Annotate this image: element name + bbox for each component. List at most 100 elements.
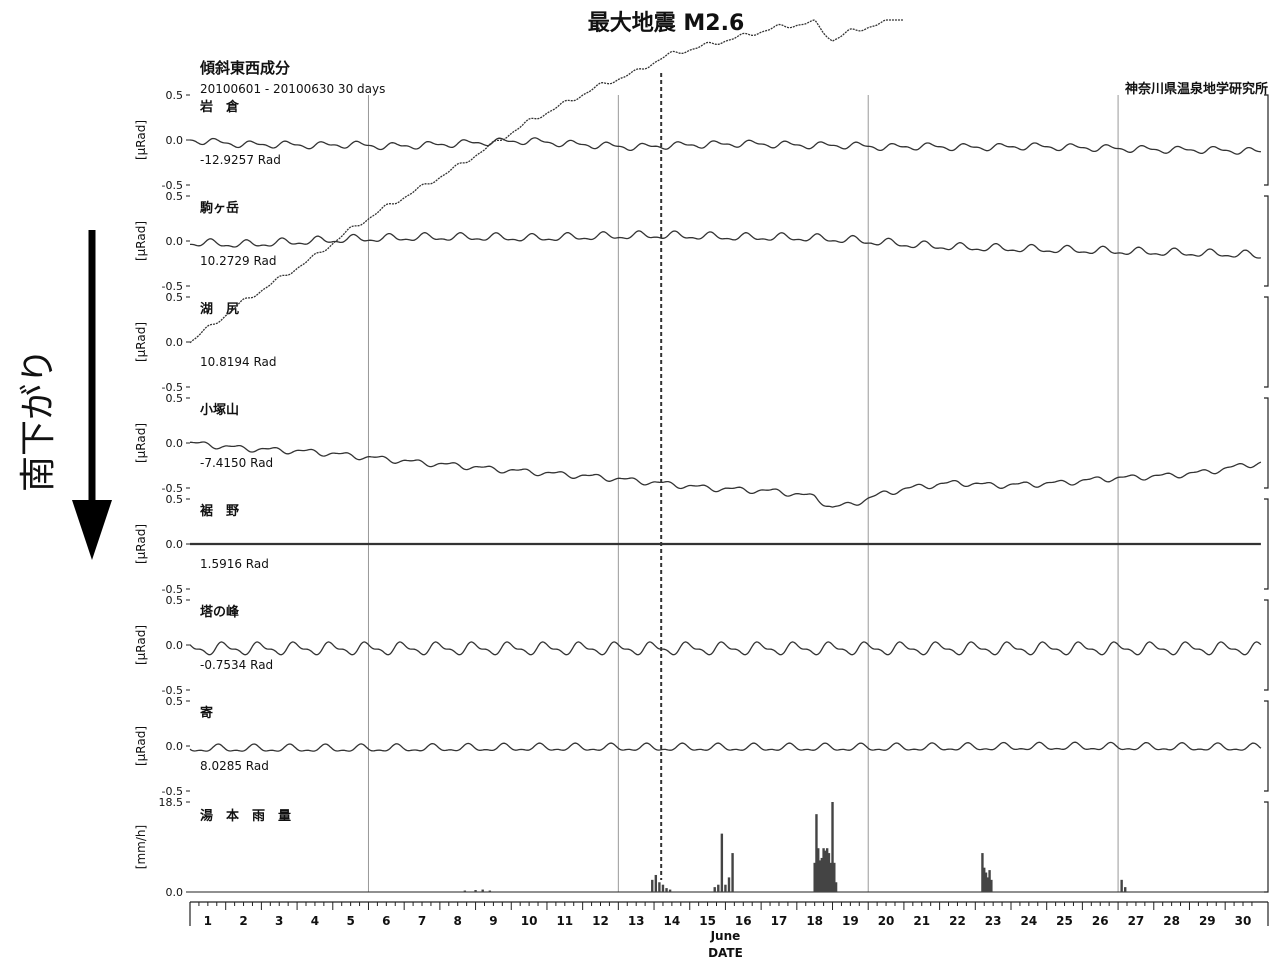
x-tick-label: 2 bbox=[239, 914, 247, 928]
rain-bar bbox=[833, 862, 836, 892]
rain-bar bbox=[724, 884, 727, 892]
x-tick-label: 23 bbox=[985, 914, 1002, 928]
tilt-panel-6: 0.5 0.0 -0.5 [μRad] 寄 8.0285 Rad bbox=[134, 695, 1269, 798]
series-line bbox=[189, 741, 1262, 752]
y-tick-label: 0.0 bbox=[166, 886, 184, 899]
x-tick-label: 5 bbox=[346, 914, 354, 928]
rain-bar bbox=[824, 850, 827, 892]
x-tick-label: 24 bbox=[1020, 914, 1037, 928]
offset-value: 8.0285 Rad bbox=[200, 759, 269, 773]
series-line bbox=[190, 441, 1262, 508]
rain-bar bbox=[474, 890, 477, 892]
rain-bar bbox=[834, 882, 838, 892]
side-label: 南下がり bbox=[18, 348, 59, 492]
offset-value: -7.4150 Rad bbox=[200, 456, 273, 470]
rain-bar bbox=[1124, 887, 1127, 892]
x-tick-label: 29 bbox=[1199, 914, 1216, 928]
panel-right-bracket bbox=[1264, 397, 1269, 489]
y-tick-label: 0.0 bbox=[166, 235, 184, 248]
y-axis-label: [mm/h] bbox=[134, 825, 148, 869]
y-axis-label: [μRad] bbox=[134, 726, 148, 766]
rain-bar bbox=[990, 879, 993, 892]
rain-bar bbox=[651, 879, 654, 892]
x-axis-label: DATE bbox=[708, 946, 743, 960]
panel-right-bracket bbox=[1264, 700, 1269, 792]
panel-right-bracket bbox=[1264, 94, 1269, 186]
component-label: 傾斜東西成分 bbox=[199, 59, 290, 77]
x-tick-label: 20 bbox=[878, 914, 895, 928]
station-name: 寄 bbox=[200, 705, 213, 721]
x-tick-label: 8 bbox=[454, 914, 462, 928]
chart-title: 最大地震 M2.6 bbox=[588, 11, 745, 36]
rain-bar bbox=[720, 833, 724, 892]
x-tick-label: 30 bbox=[1235, 914, 1252, 928]
offset-value: 1.5916 Rad bbox=[200, 557, 269, 571]
x-tick-label: 15 bbox=[699, 914, 716, 928]
rain-bar bbox=[984, 872, 988, 892]
y-tick-label: -0.5 bbox=[162, 684, 183, 697]
tilt-panel-0: 0.5 0.0 -0.5 [μRad] 岩 倉 -12.9257 Rad bbox=[134, 89, 1269, 192]
x-tick-label: 18 bbox=[806, 914, 823, 928]
rain-bar bbox=[727, 877, 731, 892]
x-tick-label: 17 bbox=[771, 914, 788, 928]
y-tick-label: -0.5 bbox=[162, 482, 183, 495]
rain-bar bbox=[986, 877, 989, 892]
series-line bbox=[189, 19, 904, 344]
panel-right-bracket bbox=[1264, 195, 1269, 287]
station-name: 湖 尻 bbox=[200, 302, 239, 317]
rain-bar bbox=[463, 890, 467, 892]
plot-layer: 0.5 0.0 -0.5 [μRad] 岩 倉 -12.9257 Rad 0.5 0.0 -0.… bbox=[134, 19, 1269, 960]
x-tick-label: 6 bbox=[382, 914, 390, 928]
y-axis-label: [μRad] bbox=[134, 423, 148, 463]
offset-value: -12.9257 Rad bbox=[200, 153, 281, 167]
panel-right-bracket bbox=[1264, 801, 1269, 893]
series-line bbox=[189, 137, 1261, 155]
rain-bar bbox=[1120, 879, 1123, 892]
y-tick-label: 0.5 bbox=[166, 695, 184, 708]
rainfall-station-name: 湯 本 雨 量 bbox=[200, 808, 291, 824]
rain-bar bbox=[820, 857, 824, 892]
rain-bar bbox=[827, 853, 831, 892]
tilt-panel-1: 0.5 0.0 -0.5 [μRad] 駒ヶ岳 10.2729 Rad bbox=[134, 190, 1269, 293]
y-tick-label: 0.0 bbox=[166, 336, 184, 349]
rain-bar bbox=[713, 887, 716, 892]
x-tick-label: 1 bbox=[204, 914, 212, 928]
y-tick-label: 0.0 bbox=[166, 134, 184, 147]
station-name: 塔の峰 bbox=[200, 604, 240, 620]
y-tick-label: -0.5 bbox=[162, 583, 183, 596]
arrow-head bbox=[72, 500, 112, 560]
rain-bar bbox=[815, 814, 818, 892]
x-tick-label: 14 bbox=[664, 914, 681, 928]
station-name: 小塚山 bbox=[200, 402, 239, 418]
panel-right-bracket bbox=[1264, 498, 1269, 590]
rain-bar bbox=[668, 889, 672, 892]
rain-bar bbox=[817, 848, 820, 892]
tilt-panel-5: 0.5 0.0 -0.5 [μRad] 塔の峰 -0.7534 Rad bbox=[134, 594, 1269, 697]
series-line bbox=[190, 230, 1261, 259]
offset-value: 10.2729 Rad bbox=[200, 254, 276, 268]
period-label: 20100601 - 20100630 30 days bbox=[200, 82, 385, 96]
y-tick-label: 0.5 bbox=[166, 89, 184, 102]
y-tick-label: 0.5 bbox=[166, 594, 184, 607]
rain-bar bbox=[481, 889, 484, 892]
x-tick-label: 28 bbox=[1163, 914, 1180, 928]
x-tick-label: 10 bbox=[521, 914, 538, 928]
x-tick-label: 13 bbox=[628, 914, 645, 928]
series-line bbox=[189, 641, 1262, 656]
x-tick-label: 19 bbox=[842, 914, 859, 928]
y-tick-label: 18.5 bbox=[159, 796, 184, 809]
x-month-label: June bbox=[710, 929, 741, 943]
station-name: 駒ヶ岳 bbox=[199, 200, 239, 216]
tilt-panel-2: 0.5 0.0 -0.5 [μRad] 湖 尻 10.8194 Rad bbox=[134, 19, 1269, 394]
rain-bar bbox=[981, 853, 984, 892]
y-tick-label: -0.5 bbox=[162, 381, 183, 394]
y-axis-label: [μRad] bbox=[134, 524, 148, 564]
y-tick-label: 0.0 bbox=[166, 639, 184, 652]
panel-right-bracket bbox=[1264, 599, 1269, 691]
x-tick-label: 27 bbox=[1128, 914, 1145, 928]
x-tick-label: 3 bbox=[275, 914, 283, 928]
tilt-panel-3: 0.5 0.0 -0.5 [μRad] 小塚山 -7.4150 Rad bbox=[134, 392, 1269, 508]
rain-bar bbox=[488, 890, 492, 892]
rainfall-panel: 18.5 0.0 [mm/h] 湯 本 雨 量 bbox=[134, 796, 1269, 899]
